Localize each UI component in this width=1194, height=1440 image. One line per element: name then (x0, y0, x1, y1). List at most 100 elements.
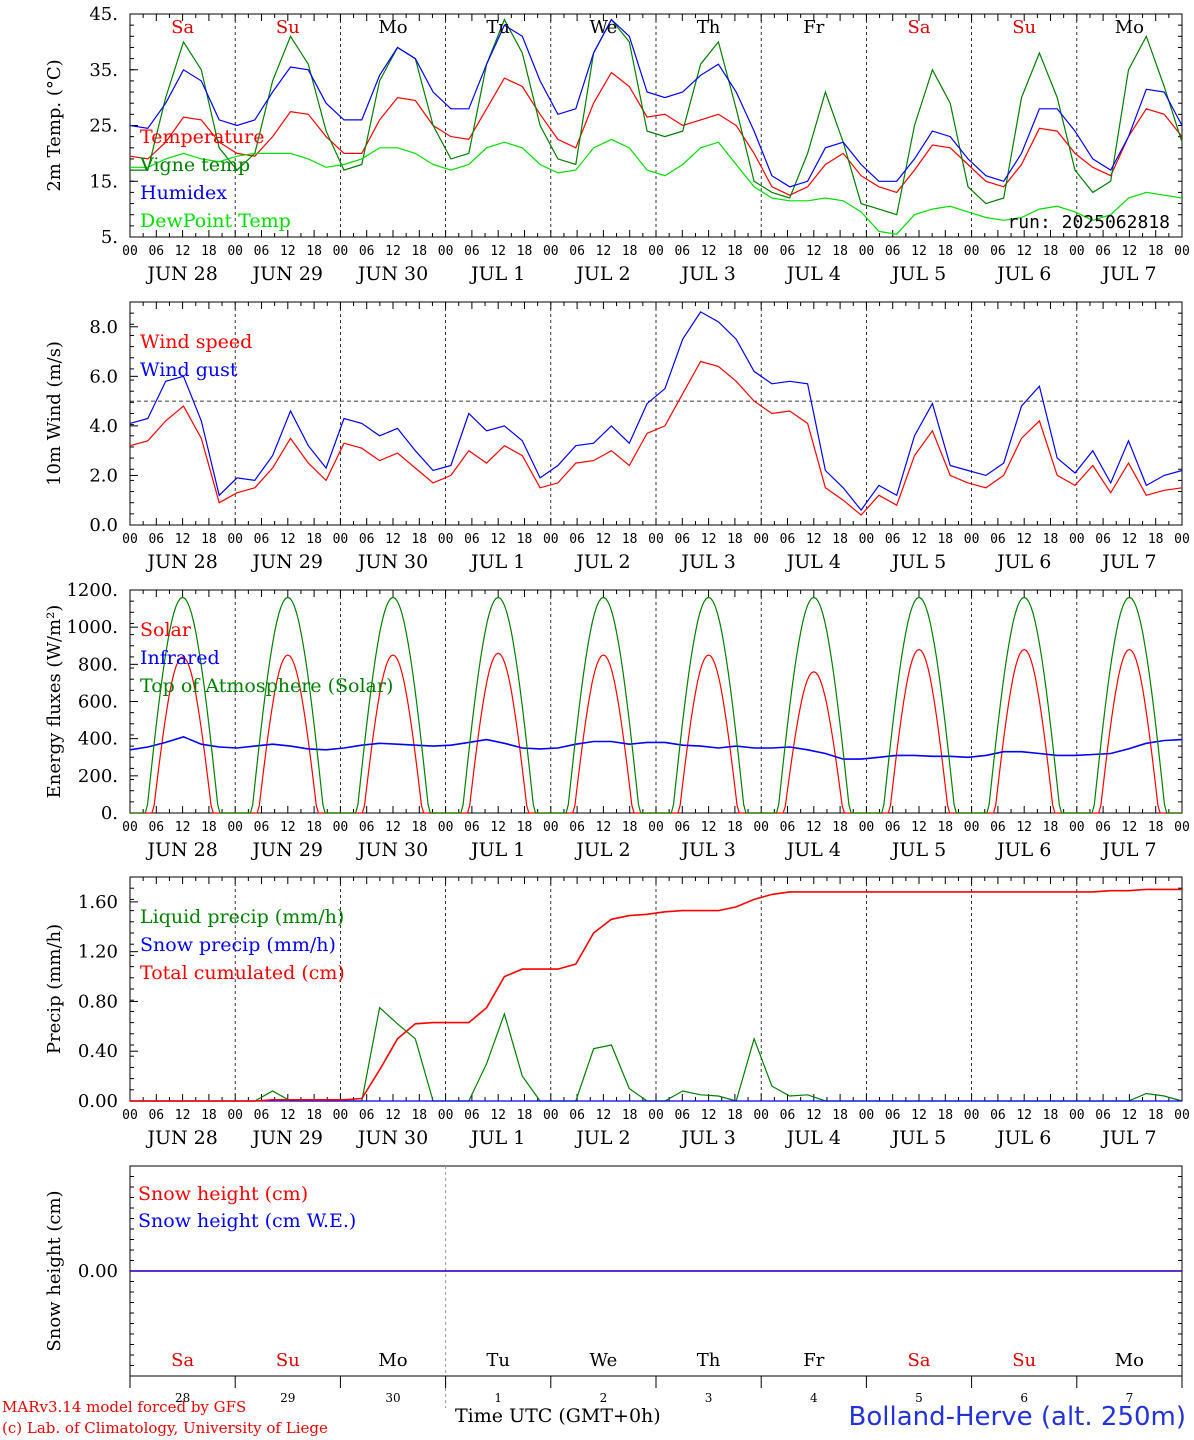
hour-label: 18 (201, 820, 217, 835)
hour-label: 12 (806, 820, 822, 835)
run-label: run: 2025062818 (1007, 212, 1170, 233)
y-axis-label: 2m Temp. (°C) (44, 59, 65, 191)
date-label: JUN 29 (251, 263, 323, 285)
hour-label: 12 (1122, 820, 1138, 835)
panel-5: Sa Su Mo Tu We Th Fr Sa Su Mo 28 29 30 1 2 3 4 5 6 7 0.00 Sno… (44, 1165, 1183, 1408)
hour-label: 06 (359, 532, 375, 547)
weekday-label: Mo (1115, 17, 1144, 38)
hour-label: 18 (306, 244, 322, 259)
hour-label: 00 (543, 1108, 559, 1123)
hour-label: 00 (543, 244, 559, 259)
y-tick-label: 8.0 (89, 317, 118, 338)
hour-label: 12 (175, 820, 191, 835)
hour-label: 12 (1122, 532, 1138, 547)
hour-label: 00 (753, 1108, 769, 1123)
y-tick-label: 0. (101, 803, 118, 824)
hour-label: 00 (859, 532, 875, 547)
hour-label: 06 (464, 532, 480, 547)
date-label: JUL 4 (785, 263, 841, 285)
hour-label: 06 (254, 244, 270, 259)
hour-label: 00 (753, 244, 769, 259)
hour-label: 00 (543, 820, 559, 835)
weekday-label: We (590, 1350, 618, 1371)
hour-label: 18 (1043, 244, 1059, 259)
hour-label: 00 (122, 244, 138, 259)
date-label: JUL 2 (574, 839, 630, 861)
hour-label: 06 (990, 244, 1006, 259)
hour-label: 00 (648, 1108, 664, 1123)
date-label: JUL 5 (890, 551, 946, 573)
y-tick-label: 4.0 (89, 416, 118, 437)
hour-label: 12 (385, 820, 401, 835)
date-label: JUL 6 (995, 1127, 1051, 1149)
model-credit: MARv3.14 model forced by GFS (2, 1398, 247, 1416)
hour-label: 06 (885, 244, 901, 259)
hour-label: 06 (254, 1108, 270, 1123)
hour-label: 18 (727, 1108, 743, 1123)
hour-label: 00 (1174, 532, 1190, 547)
hour-label: 00 (1174, 244, 1190, 259)
hour-label: 00 (122, 820, 138, 835)
y-tick-label: 45. (89, 4, 118, 25)
hour-label: 06 (148, 244, 164, 259)
hour-label: 00 (1174, 820, 1190, 835)
day-number: 28 (175, 1391, 190, 1405)
hour-label: 00 (1069, 820, 1085, 835)
hour-label: 12 (385, 532, 401, 547)
hour-label: 18 (517, 244, 533, 259)
date-label: JUN 29 (251, 551, 323, 573)
hour-label: 00 (227, 820, 243, 835)
panel-1: 00 06 12 18 00 06 12 18 00 06 12 18 00 06 12 18 00 06 12 18… (44, 4, 1190, 285)
hour-label: 12 (701, 532, 717, 547)
day-number: 5 (915, 1391, 923, 1405)
y-tick-label: 400. (78, 729, 118, 750)
weekday-label: We (590, 17, 618, 38)
date-label: JUL 1 (469, 263, 525, 285)
y-tick-label: 6.0 (89, 366, 118, 387)
legend-entry: Snow height (cm W.E.) (138, 1210, 356, 1232)
day-number: 2 (600, 1391, 608, 1405)
hour-label: 00 (1069, 532, 1085, 547)
date-label: JUL 7 (1100, 263, 1156, 285)
weekday-label: Su (1012, 17, 1036, 38)
hour-label: 18 (1043, 820, 1059, 835)
weekday-label: Sa (907, 17, 930, 38)
hour-label: 12 (490, 1108, 506, 1123)
date-label: JUL 6 (995, 551, 1051, 573)
hour-label: 18 (411, 820, 427, 835)
y-tick-label: 35. (89, 60, 118, 81)
hour-label: 00 (1069, 244, 1085, 259)
hour-label: 18 (622, 244, 638, 259)
y-tick-label: 5. (101, 227, 118, 248)
hour-label: 00 (227, 1108, 243, 1123)
hour-label: 06 (359, 820, 375, 835)
hour-label: 00 (1069, 1108, 1085, 1123)
weekday-label: Su (276, 1350, 300, 1371)
weekday-label: Su (276, 17, 300, 38)
hour-label: 12 (911, 1108, 927, 1123)
hour-label: 18 (727, 820, 743, 835)
hour-label: 12 (596, 244, 612, 259)
hour-label: 12 (596, 1108, 612, 1123)
y-tick-label: 0.00 (78, 1091, 118, 1112)
date-label: JUL 4 (785, 1127, 841, 1149)
hour-label: 06 (1095, 244, 1111, 259)
date-label: JUL 3 (679, 263, 735, 285)
weekday-label: Mo (378, 17, 407, 38)
hour-label: 00 (648, 532, 664, 547)
hour-label: 18 (832, 244, 848, 259)
y-tick-label: 0.0 (89, 515, 118, 536)
legend-entry: Solar (140, 619, 192, 641)
date-label: JUN 30 (356, 839, 428, 861)
hour-label: 06 (569, 532, 585, 547)
y-tick-label: 0.40 (78, 1041, 118, 1062)
date-label: JUN 29 (251, 1127, 323, 1149)
hour-label: 18 (1148, 532, 1164, 547)
plot-frame (129, 589, 1183, 814)
legend-entry: Total cumulated (cm) (140, 962, 345, 984)
weekday-label: Su (1012, 1350, 1036, 1371)
date-label: JUL 7 (1100, 551, 1156, 573)
hour-label: 12 (911, 820, 927, 835)
date-label: JUL 3 (679, 1127, 735, 1149)
